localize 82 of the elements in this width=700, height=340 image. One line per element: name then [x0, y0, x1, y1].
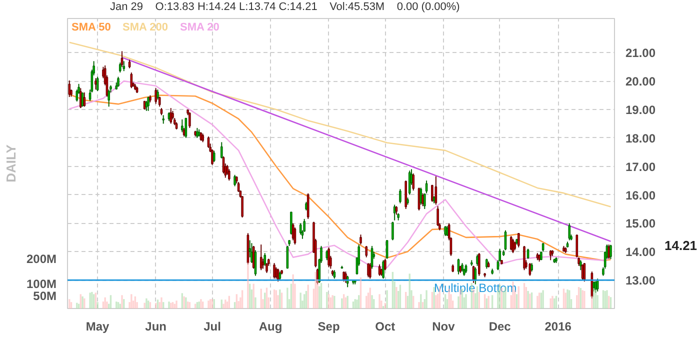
- x-tick-label: Sep: [318, 320, 340, 334]
- candlestick: [94, 78, 97, 90]
- candlestick: [118, 62, 122, 74]
- x-tick-label: Aug: [258, 320, 282, 334]
- candlestick: [260, 244, 262, 271]
- line-series: [68, 42, 612, 208]
- text: SMA 20: [180, 22, 220, 34]
- candlestick: [412, 172, 415, 192]
- y-tick-label: 16.00: [626, 188, 656, 202]
- y2-tick-label: 50M: [33, 289, 57, 304]
- text: 0.00 (0.00%): [396, 1, 460, 13]
- candlestick: [120, 50, 124, 68]
- candlestick: [580, 260, 582, 271]
- candlestick: [273, 262, 276, 280]
- x-tick-label: Dec: [488, 320, 512, 334]
- text: DAILY: [3, 144, 18, 182]
- candlestick: [399, 188, 402, 204]
- candlestick: [474, 266, 477, 285]
- text: SMA 50: [72, 22, 111, 34]
- candlestick: [212, 150, 216, 163]
- candlestick: [431, 184, 434, 202]
- candlestick: [147, 96, 150, 112]
- candlestick: [275, 266, 278, 280]
- y-tick-label: 18.00: [626, 131, 656, 146]
- text: 14.21: [664, 238, 698, 254]
- candlestick: [181, 118, 184, 133]
- candlestick: [290, 211, 292, 236]
- candlestick: [523, 245, 526, 271]
- candlestick: [408, 170, 411, 196]
- text: Vol:45.53M: [330, 1, 385, 13]
- y-tick-label: 17.00: [626, 160, 656, 174]
- candlestick: [478, 252, 480, 276]
- candlestick: [266, 262, 268, 274]
- text: Jan 29: [110, 1, 144, 13]
- y-tick-label: 13.00: [626, 274, 656, 288]
- candlestick: [420, 187, 422, 206]
- candlestick: [264, 252, 266, 266]
- candlestick: [384, 258, 386, 271]
- candlestick: [367, 262, 370, 278]
- ref-line-label: Multiple Bottom: [434, 281, 517, 296]
- y-tick-label: 15.00: [626, 216, 656, 231]
- candlestick: [228, 168, 230, 182]
- x-tick-label: Jul: [204, 320, 221, 334]
- candlestick: [96, 76, 99, 92]
- x-tick-label: Oct: [375, 320, 396, 334]
- candlestick: [328, 246, 330, 268]
- y-tick-label: 21.00: [626, 46, 656, 60]
- candlestick: [154, 88, 157, 104]
- candlestick: [392, 221, 394, 241]
- x-tick-label: Jun: [145, 320, 167, 334]
- x-tick-label: 2016: [544, 320, 572, 334]
- x-tick-label: Nov: [432, 320, 456, 334]
- candlestick: [188, 112, 191, 128]
- candlestick: [436, 206, 439, 227]
- candlestick: [220, 142, 223, 159]
- candlestick: [344, 271, 347, 284]
- y-tick-label: 19.00: [626, 102, 656, 117]
- candlestick: [156, 89, 159, 100]
- y2-tick-label: 200M: [26, 252, 57, 266]
- candlestick: [196, 127, 198, 138]
- candlestick: [342, 271, 345, 282]
- candlestick: [581, 264, 584, 281]
- candlestick: [108, 89, 110, 108]
- candlestick: [510, 236, 512, 251]
- y-tick-label: 20.00: [626, 74, 656, 89]
- candlestick: [610, 244, 612, 260]
- candlestick: [486, 258, 488, 270]
- candlestick: [365, 245, 368, 258]
- candlestick: [444, 226, 446, 236]
- candlestick: [117, 76, 120, 88]
- y2-tick-label: 100M: [26, 276, 57, 291]
- candlestick: [80, 88, 82, 109]
- candlestick: [234, 174, 236, 187]
- candlestick: [122, 60, 126, 72]
- x-tick-label: May: [86, 320, 110, 334]
- candlestick: [368, 262, 372, 280]
- candlestick: [446, 226, 448, 236]
- y-tick-label: 14.00: [626, 245, 656, 260]
- candlestick: [360, 234, 362, 246]
- text: O:13.83 H:14.24 L:13.74 C:14.21: [155, 1, 318, 13]
- candlestick: [382, 260, 384, 280]
- series-label: SMA 200: [122, 22, 168, 34]
